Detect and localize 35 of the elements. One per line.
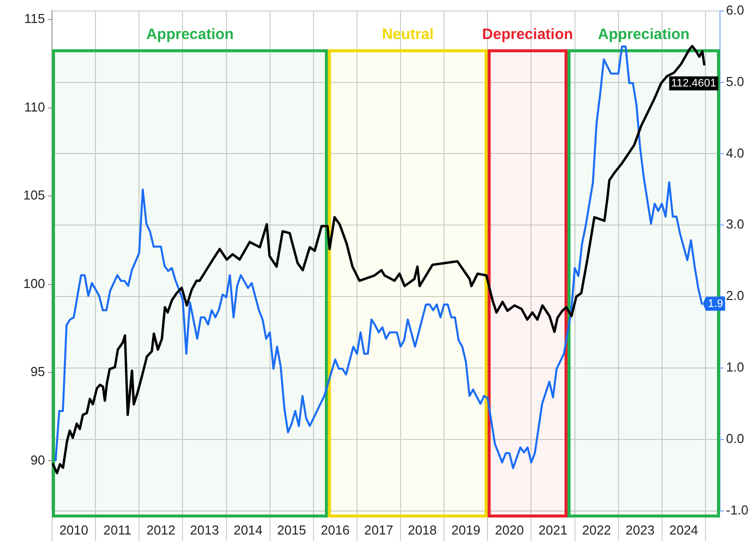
x-tick-label: 2019 [451,522,480,538]
y2-tick-label: 2.0 [726,288,744,304]
x-tick-label: 2020 [494,522,524,538]
data-label: 112.4601 [671,77,716,90]
x-tick-label: 2015 [277,522,306,538]
y2-tick-label: 4.0 [726,145,744,160]
y2-tick-label: 1.0 [726,360,744,375]
y-tick-label: 115 [24,11,45,26]
x-tick-label: 2024 [669,522,698,538]
x-tick-label: 2017 [364,522,394,538]
y-tick-label: 90 [30,452,45,468]
x-tick-label: 2013 [190,522,219,538]
x-tick-label: 2023 [626,522,655,538]
x-tick-label: 2021 [538,522,568,538]
y2-tick-label: 6.0 [726,2,744,18]
y-tick-label: 95 [30,364,45,380]
y2-tick-label: 0.0 [726,431,744,446]
band-label: Apprecation [146,26,234,43]
band-label: Appreciation [598,26,690,43]
y2-tick-label: 3.0 [726,216,744,232]
x-tick-label: 2016 [320,522,350,538]
y-tick-label: 100 [23,276,45,291]
data-label: 1.9 [708,298,724,310]
x-tick-label: 2010 [59,522,88,538]
y-tick-label: 105 [23,188,45,203]
x-tick-label: 2018 [408,522,437,538]
x-tick-label: 2012 [146,522,176,538]
x-tick-label: 2011 [103,522,132,538]
y-tick-label: 110 [24,99,45,114]
x-tick-label: 2022 [582,522,612,538]
band-label: Depreciation [482,26,574,43]
y2-tick-label: 5.0 [726,74,744,89]
band-label: Neutral [382,26,434,43]
x-tick-label: 2014 [234,522,263,538]
y2-tick-label: -1.0 [726,502,748,518]
